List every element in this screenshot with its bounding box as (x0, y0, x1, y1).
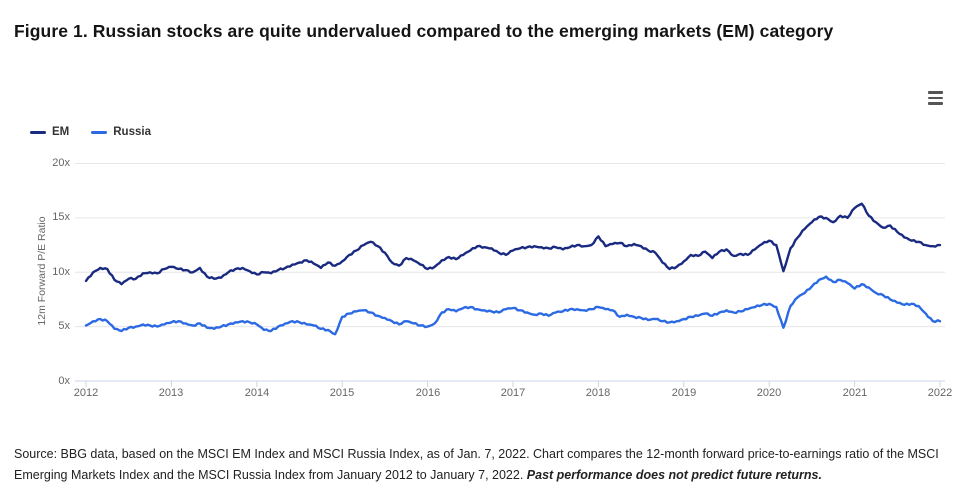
russia-line-swatch (91, 130, 108, 134)
russia-line-series (84, 275, 942, 336)
x-tick-2012: 2012 (73, 387, 99, 399)
x-tick-2017: 2017 (500, 387, 526, 399)
line-chart: EM Russia 12m Forward P/E Ratio 20x 15x … (0, 60, 970, 430)
disclaimer-text: Past performance does not predict future… (526, 468, 822, 482)
plot-area (75, 163, 945, 387)
y-tick-0x: 0x (58, 375, 70, 387)
legend-item-em[interactable]: EM (30, 126, 69, 138)
hamburger-menu-icon (927, 91, 943, 94)
x-tick-2013: 2013 (158, 387, 184, 399)
x-tick-2015: 2015 (329, 387, 355, 399)
em-line-swatch (30, 130, 46, 134)
x-tick-2021: 2021 (842, 387, 868, 399)
page-title: Figure 1. Russian stocks are quite under… (14, 21, 834, 41)
y-tick-15x: 15x (52, 211, 70, 223)
x-tick-2014: 2014 (244, 387, 270, 399)
legend-label-em: EM (52, 126, 70, 138)
y-tick-5x: 5x (58, 320, 70, 332)
legend-item-russia[interactable]: Russia (91, 126, 151, 138)
y-tick-20x: 20x (52, 157, 70, 169)
legend-label-russia: Russia (113, 126, 151, 138)
source-text: Source: BBG data, based on the MSCI EM I… (14, 447, 939, 482)
x-tick-2022: 2022 (927, 387, 953, 399)
x-tick-2019: 2019 (671, 387, 697, 399)
y-tick-10x: 10x (52, 266, 70, 278)
x-tick-2018: 2018 (585, 387, 611, 399)
em-line-series (84, 202, 942, 286)
source-note: Source: BBG data, based on the MSCI EM I… (14, 444, 958, 486)
legend: EM Russia (30, 126, 151, 138)
x-tick-2016: 2016 (415, 387, 441, 399)
x-tick-2020: 2020 (756, 387, 782, 399)
chart-context-menu-button[interactable] (922, 86, 948, 110)
